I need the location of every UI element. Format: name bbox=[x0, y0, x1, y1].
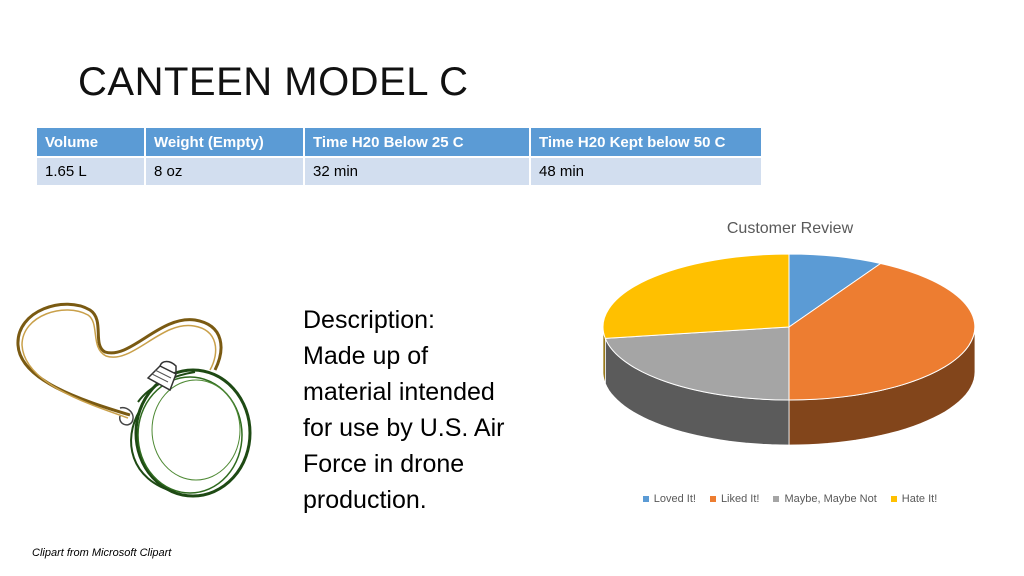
legend-swatch bbox=[709, 496, 716, 502]
description-line: material intended bbox=[303, 378, 495, 406]
column-header-time-below-50: Time H20 Kept below 50 C bbox=[529, 126, 763, 158]
cell-time-below-25: 32 min bbox=[303, 156, 531, 187]
chart-legend: Loved It! Liked It! Maybe, Maybe Not Hate I… bbox=[590, 493, 990, 505]
pie-slice bbox=[604, 326, 790, 401]
legend-item: Hate It! bbox=[890, 493, 938, 505]
description-line: Force in drone bbox=[303, 450, 465, 478]
clipart-credit: Clipart from Microsoft Clipart bbox=[32, 547, 172, 559]
customer-review-chart: Customer Review Loved It! Liked It! Maybe,… bbox=[590, 212, 990, 522]
cell-weight: 8 oz bbox=[144, 156, 305, 187]
pie-slice bbox=[788, 253, 882, 328]
legend-item: Maybe, Maybe Not bbox=[773, 493, 877, 505]
legend-item: Liked It! bbox=[709, 493, 760, 505]
pie-slice bbox=[602, 253, 790, 339]
description-line: production. bbox=[303, 486, 427, 514]
description-text: Description: Made up of material intende… bbox=[303, 302, 533, 518]
legend-label: Maybe, Maybe Not bbox=[784, 493, 877, 505]
specs-table: Volume Weight (Empty) Time H20 Below 25 … bbox=[35, 126, 763, 187]
column-header-volume: Volume bbox=[35, 126, 146, 158]
cell-time-below-50: 48 min bbox=[529, 156, 763, 187]
column-header-time-below-25: Time H20 Below 25 C bbox=[303, 126, 531, 158]
description-line: for use by U.S. Air bbox=[303, 414, 505, 442]
slide-title: CANTEEN MODEL C bbox=[78, 60, 469, 104]
cell-volume: 1.65 L bbox=[35, 156, 146, 187]
legend-label: Hate It! bbox=[901, 493, 938, 505]
legend-swatch bbox=[642, 496, 649, 502]
canteen-icon bbox=[16, 302, 252, 498]
legend-label: Loved It! bbox=[653, 493, 696, 505]
chart-title: Customer Review bbox=[726, 220, 854, 237]
pie-chart bbox=[602, 253, 976, 446]
legend-swatch bbox=[890, 496, 897, 502]
legend-swatch bbox=[773, 496, 780, 502]
legend-item: Loved It! bbox=[642, 493, 696, 505]
description-line: Made up of bbox=[303, 342, 429, 370]
legend-label: Liked It! bbox=[720, 493, 760, 505]
description-line: Description: bbox=[303, 306, 435, 334]
column-header-weight: Weight (Empty) bbox=[144, 126, 305, 158]
table-header-row: Volume Weight (Empty) Time H20 Below 25 … bbox=[35, 126, 763, 158]
table-row: 1.65 L 8 oz 32 min 48 min bbox=[35, 156, 763, 187]
pie-slice bbox=[788, 262, 976, 401]
